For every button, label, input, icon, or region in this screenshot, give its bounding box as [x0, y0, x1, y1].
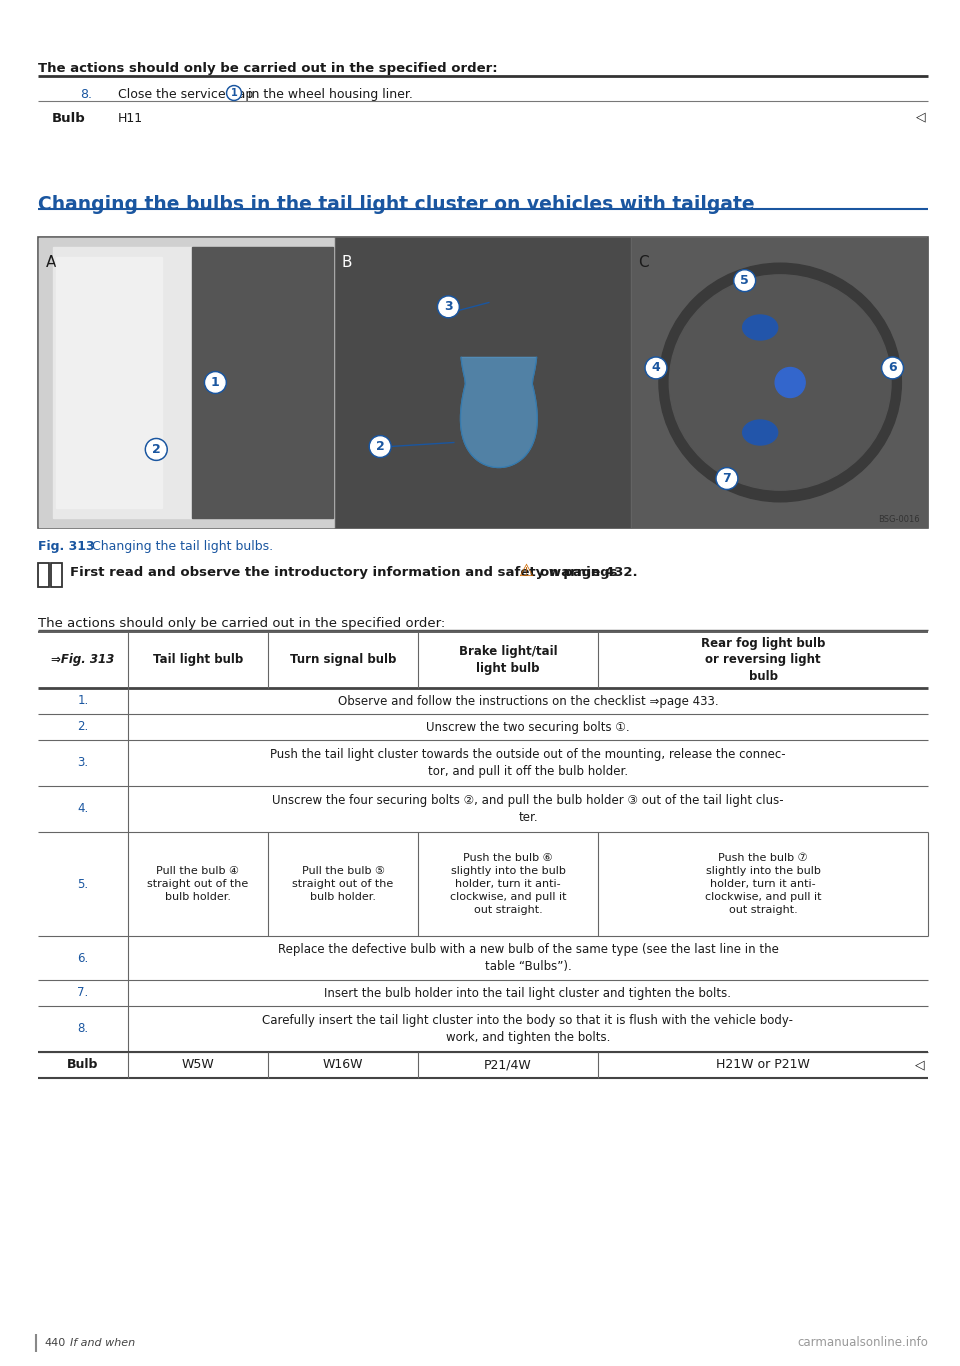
Ellipse shape	[669, 275, 891, 490]
Polygon shape	[192, 247, 333, 518]
Circle shape	[883, 358, 902, 377]
Text: The actions should only be carried out in the specified order:: The actions should only be carried out i…	[38, 617, 445, 630]
Text: 3.: 3.	[78, 757, 88, 769]
Text: ⚠: ⚠	[518, 561, 533, 581]
Circle shape	[370, 436, 391, 458]
Text: H21W or P21W: H21W or P21W	[716, 1059, 810, 1071]
Text: Changing the tail light bulbs.: Changing the tail light bulbs.	[92, 540, 274, 553]
Text: 1: 1	[211, 376, 220, 389]
Text: 3: 3	[444, 301, 453, 313]
Text: A: A	[46, 255, 57, 270]
Text: H11: H11	[118, 112, 143, 126]
Text: 8.: 8.	[80, 87, 92, 101]
Text: 2: 2	[375, 440, 385, 454]
Ellipse shape	[743, 316, 778, 340]
Ellipse shape	[743, 419, 778, 445]
Text: Observe and follow the instructions on the checklist ⇒page 433.: Observe and follow the instructions on t…	[338, 694, 718, 708]
Circle shape	[439, 298, 458, 317]
Polygon shape	[461, 358, 538, 467]
Polygon shape	[53, 247, 192, 518]
Text: 440: 440	[44, 1339, 65, 1348]
Text: 5.: 5.	[78, 877, 88, 891]
Text: 2: 2	[152, 443, 160, 456]
Text: 7.: 7.	[78, 986, 88, 1000]
Text: Replace the defective bulb with a new bulb of the same type (see the last line i: Replace the defective bulb with a new bu…	[277, 943, 779, 973]
Circle shape	[205, 373, 225, 392]
Circle shape	[646, 358, 665, 377]
Ellipse shape	[659, 264, 901, 501]
Text: P21/4W: P21/4W	[484, 1059, 532, 1071]
Text: 6: 6	[888, 362, 897, 374]
Text: Unscrew the two securing bolts ①.: Unscrew the two securing bolts ①.	[426, 720, 630, 734]
Text: BSG-0016: BSG-0016	[878, 515, 920, 525]
Bar	[38, 236, 928, 529]
Text: Bulb: Bulb	[67, 1059, 99, 1071]
Text: 1: 1	[230, 87, 237, 98]
Circle shape	[145, 438, 167, 460]
Text: Rear fog light bulb
or reversing light
bulb: Rear fog light bulb or reversing light b…	[701, 637, 826, 683]
Text: on page 432.: on page 432.	[540, 566, 637, 579]
Text: Carefully insert the tail light cluster into the body so that it is flush with t: Carefully insert the tail light cluster …	[262, 1014, 794, 1044]
Text: carmanualsonline.info: carmanualsonline.info	[797, 1336, 928, 1350]
Text: Brake light/tail
light bulb: Brake light/tail light bulb	[459, 645, 558, 675]
Text: Push the tail light cluster towards the outside out of the mounting, release the: Push the tail light cluster towards the …	[270, 749, 786, 779]
Text: Pull the bulb ④
straight out of the
bulb holder.: Pull the bulb ④ straight out of the bulb…	[148, 866, 249, 902]
Circle shape	[775, 367, 805, 398]
Text: W16W: W16W	[323, 1059, 363, 1071]
Text: 6.: 6.	[78, 952, 88, 964]
Text: Turn signal bulb: Turn signal bulb	[290, 653, 396, 667]
Circle shape	[645, 357, 667, 378]
Text: Close the service flap: Close the service flap	[118, 87, 253, 101]
Bar	[38, 563, 49, 587]
Circle shape	[147, 440, 166, 459]
Circle shape	[228, 87, 240, 98]
Circle shape	[881, 357, 903, 378]
Text: W5W: W5W	[181, 1059, 214, 1071]
Circle shape	[733, 269, 756, 292]
Text: B: B	[342, 255, 352, 270]
Text: Pull the bulb ⑤
straight out of the
bulb holder.: Pull the bulb ⑤ straight out of the bulb…	[293, 866, 394, 902]
Text: ◁: ◁	[917, 111, 926, 123]
Text: Tail light bulb: Tail light bulb	[153, 653, 243, 667]
Text: Fig. 313: Fig. 313	[38, 540, 95, 553]
Circle shape	[204, 372, 227, 393]
Text: 5: 5	[740, 275, 749, 287]
Text: Bulb: Bulb	[52, 112, 85, 126]
Text: 4: 4	[652, 362, 660, 374]
Text: ◁: ◁	[916, 1059, 925, 1071]
Circle shape	[227, 86, 242, 101]
Text: 8.: 8.	[78, 1023, 88, 1035]
Text: 4.: 4.	[78, 802, 88, 816]
Text: ⇒Fig. 313: ⇒Fig. 313	[52, 653, 114, 667]
Bar	[51, 563, 62, 587]
Circle shape	[717, 469, 736, 488]
Text: in the wheel housing liner.: in the wheel housing liner.	[248, 87, 413, 101]
Text: 2.: 2.	[78, 720, 88, 734]
Text: First read and observe the introductory information and safety warnings: First read and observe the introductory …	[70, 566, 617, 579]
Circle shape	[438, 296, 460, 318]
Circle shape	[735, 270, 755, 290]
Text: If and when: If and when	[70, 1339, 135, 1348]
Text: Changing the bulbs in the tail light cluster on vehicles with tailgate: Changing the bulbs in the tail light clu…	[38, 195, 755, 214]
Text: The actions should only be carried out in the specified order:: The actions should only be carried out i…	[38, 61, 497, 75]
Text: Push the bulb ⑦
slightly into the bulb
holder, turn it anti-
clockwise, and pull: Push the bulb ⑦ slightly into the bulb h…	[705, 852, 821, 915]
Text: C: C	[638, 255, 649, 270]
Polygon shape	[56, 257, 162, 508]
Text: Insert the bulb holder into the tail light cluster and tighten the bolts.: Insert the bulb holder into the tail lig…	[324, 986, 732, 1000]
Text: Push the bulb ⑥
slightly into the bulb
holder, turn it anti-
clockwise, and pull: Push the bulb ⑥ slightly into the bulb h…	[449, 852, 566, 915]
Text: 1.: 1.	[78, 694, 88, 708]
Text: 7: 7	[723, 473, 732, 485]
Text: Unscrew the four securing bolts ②, and pull the bulb holder ③ out of the tail li: Unscrew the four securing bolts ②, and p…	[273, 794, 783, 824]
Circle shape	[716, 467, 738, 489]
Circle shape	[371, 437, 390, 456]
